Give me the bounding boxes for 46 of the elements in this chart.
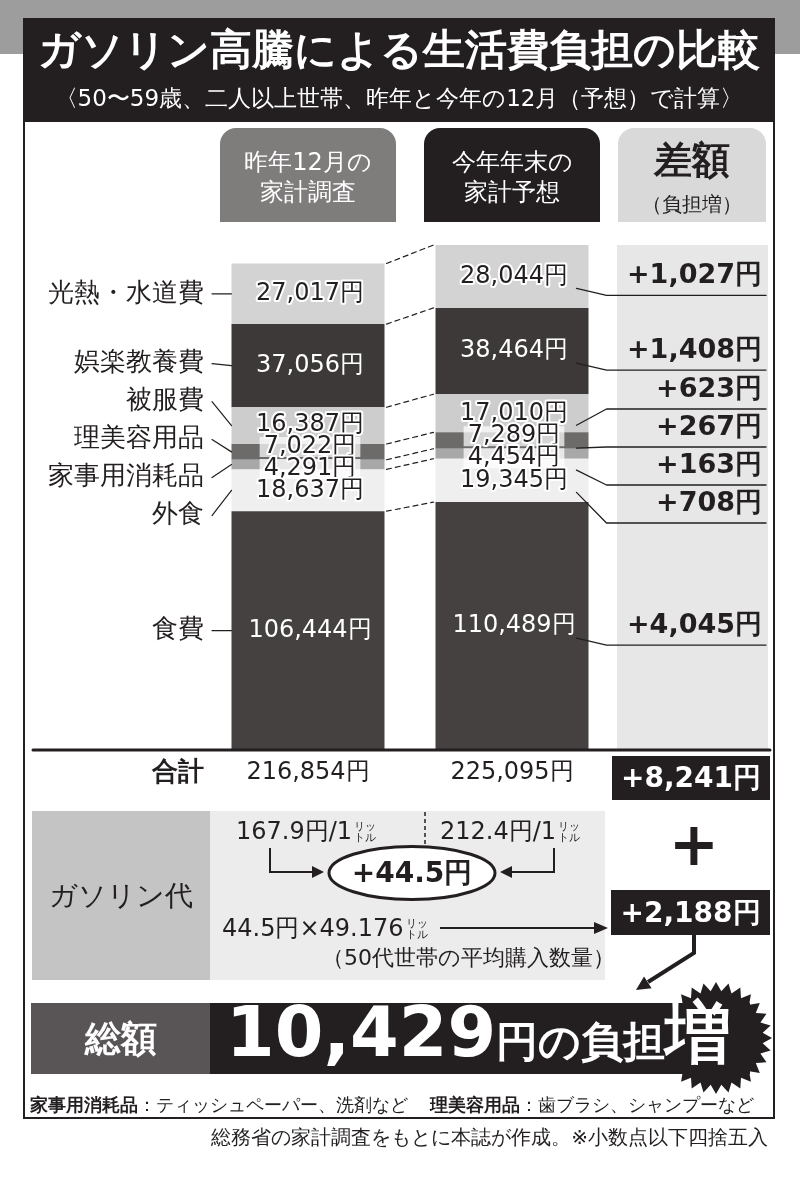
total-label: 216,854円 <box>246 757 370 786</box>
data-label: 37,056円 <box>256 349 364 378</box>
data-label: 110,489円 <box>452 610 576 639</box>
text: （負担増） <box>641 191 743 218</box>
series-label: 家事用消耗品 <box>48 460 204 491</box>
text: 理美容用品 <box>430 1094 520 1115</box>
bar <box>231 324 385 408</box>
text: （50代世帯の平均購入数量） <box>322 944 615 972</box>
data-label: 38,464円 <box>460 335 568 364</box>
text: +1,027円 <box>626 258 762 290</box>
text: + <box>667 809 721 879</box>
bar <box>435 307 589 395</box>
text: 増 <box>665 995 732 1072</box>
text: 合計 <box>151 755 204 786</box>
text: +623円 <box>656 372 762 404</box>
text: +267円 <box>656 410 762 442</box>
data-label: 106,444円 <box>248 614 372 643</box>
text: +163円 <box>656 448 762 480</box>
text: ガソリン代 <box>32 811 210 980</box>
text: 10,429 <box>226 991 497 1073</box>
text: +1,408円 <box>626 333 762 365</box>
chart-title: ガソリン高騰による生活費負担の比較 <box>37 24 761 76</box>
series-label: 光熱・水道費 <box>48 276 204 307</box>
chart-subtitle: 〈50〜59歳、二人以上世帯、昨年と今年の12月（予想）で計算〉 <box>53 84 745 113</box>
bar <box>435 502 589 750</box>
data-label: 28,044円 <box>460 260 568 289</box>
series-label: 外食 <box>152 498 204 529</box>
bar <box>231 511 385 750</box>
text: +2,188円 <box>611 890 770 935</box>
text: 総額 <box>31 1003 210 1074</box>
x-tick-label: 今年年末の家計予想 <box>451 148 573 207</box>
text: +708円 <box>656 486 762 518</box>
series-label: 理美容用品 <box>74 422 204 453</box>
text: ：ティッシュペーパー、洗剤など <box>138 1094 408 1115</box>
data-label: 27,017円 <box>256 278 364 307</box>
series-label: 娯楽教養費 <box>74 346 204 377</box>
text: 総務省の家計調査をもとに本誌が作成。※小数点以下四捨五入 <box>211 1124 768 1150</box>
text: +8,241円 <box>612 756 770 800</box>
text: ：歯ブラシ、シャンプーなど <box>520 1094 754 1115</box>
series-label: 食費 <box>152 613 204 644</box>
text: 差額 <box>652 137 731 184</box>
x-tick-label: 昨年12月の家計調査 <box>244 148 372 207</box>
text: +4,045円 <box>626 608 762 640</box>
text: 家事用消耗品 <box>30 1094 138 1115</box>
series-label: 被服費 <box>126 384 204 415</box>
total-label: 225,095円 <box>450 757 574 786</box>
